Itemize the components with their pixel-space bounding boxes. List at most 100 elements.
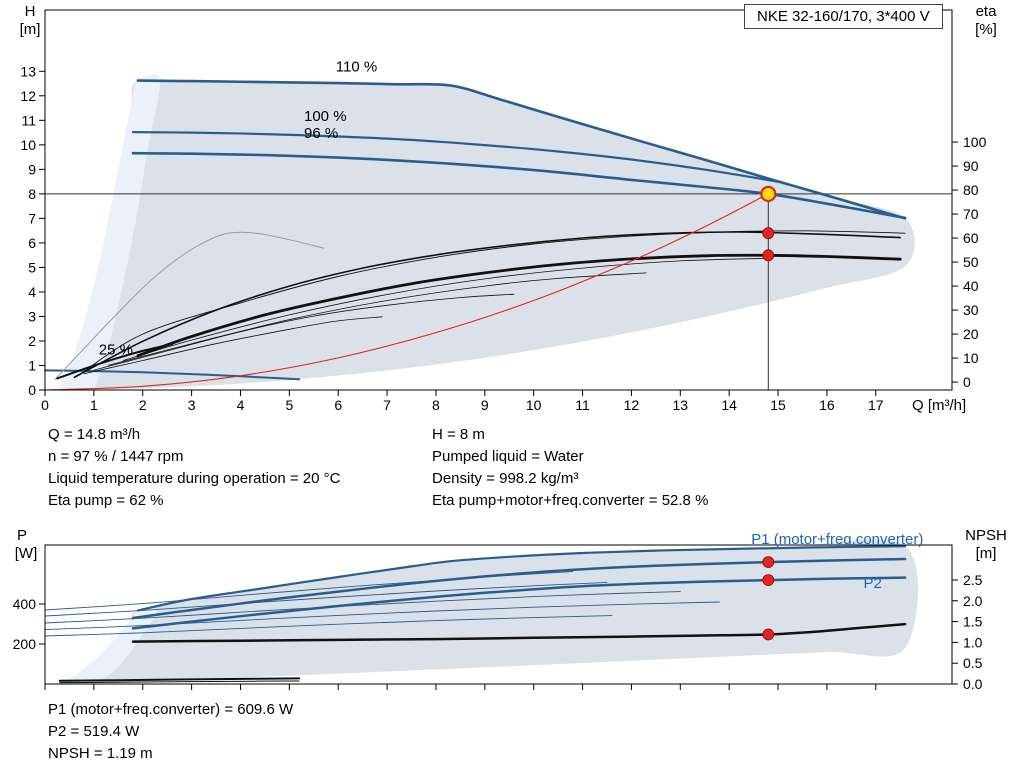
- svg-text:1.5: 1.5: [963, 614, 983, 630]
- svg-text:90: 90: [963, 158, 979, 174]
- svg-text:10: 10: [526, 397, 542, 413]
- svg-text:1: 1: [90, 397, 98, 413]
- info-line-liquid: Pumped liquid = Water: [432, 448, 584, 465]
- svg-text:50: 50: [963, 254, 979, 270]
- svg-text:0: 0: [28, 382, 36, 398]
- marker-dot: [762, 574, 775, 586]
- info-line-speed: n = 97 % / 1447 rpm: [48, 448, 184, 465]
- series-eta-band-4: [83, 316, 383, 375]
- power-envelope: [59, 539, 919, 684]
- right-axis-ticks: 0 10 20 30 40 50 60 70 80 90 100: [952, 134, 987, 390]
- svg-text:6: 6: [334, 397, 342, 413]
- svg-text:[m]: [m]: [976, 545, 997, 562]
- svg-text:H: H: [25, 3, 36, 20]
- plot-frame: [44, 9, 953, 391]
- curve-label: 100 %: [304, 108, 347, 125]
- series-curve-25pct-hq: [44, 369, 301, 381]
- svg-text:9: 9: [28, 161, 36, 177]
- svg-text:0: 0: [41, 397, 49, 413]
- svg-text:[W]: [W]: [15, 545, 38, 562]
- svg-text:3: 3: [28, 308, 36, 324]
- svg-text:40: 40: [963, 278, 979, 294]
- svg-text:2.5: 2.5: [963, 572, 983, 588]
- svg-text:60: 60: [963, 230, 979, 246]
- series-p-fan-3: [44, 591, 681, 624]
- series-eta-pump-25: [54, 231, 325, 381]
- svg-text:8: 8: [28, 186, 36, 202]
- svg-text:6: 6: [28, 235, 36, 251]
- curve-label: 25 %: [99, 342, 133, 359]
- power-low-flow-band: [59, 608, 158, 684]
- info-line-head: H = 8 m: [432, 426, 485, 443]
- marker-dot: [762, 249, 775, 262]
- svg-text:0.5: 0.5: [963, 655, 983, 671]
- operating-envelope: [57, 78, 915, 390]
- marker-dot: [762, 556, 775, 568]
- series-eta-band-3: [93, 293, 515, 371]
- info-line-eta-total: Eta pump+motor+freq.converter = 52.8 %: [432, 492, 709, 509]
- svg-text:12: 12: [20, 88, 36, 104]
- svg-text:1: 1: [28, 357, 36, 373]
- marker-dot: [762, 628, 775, 641]
- svg-text:16: 16: [819, 397, 835, 413]
- svg-text:14: 14: [721, 397, 737, 413]
- svg-text:[m]: [m]: [20, 21, 41, 38]
- svg-text:11: 11: [21, 112, 36, 128]
- svg-text:70: 70: [963, 206, 979, 222]
- series-p-fan-5: [44, 615, 613, 637]
- svg-text:80: 80: [963, 182, 979, 198]
- svg-text:2: 2: [139, 397, 147, 413]
- pump-model-title: NKE 32-160/170, 3*400 V: [744, 4, 943, 29]
- x-axis-ticks: [44, 684, 877, 690]
- marker-duty: [760, 185, 777, 202]
- svg-text:10: 10: [20, 137, 36, 153]
- svg-text:Q [m³/h]: Q [m³/h]: [912, 397, 966, 414]
- svg-text:7: 7: [28, 210, 36, 226]
- svg-text:3: 3: [188, 397, 196, 413]
- svg-text:4: 4: [28, 284, 36, 300]
- info-line-npsh: NPSH = 1.19 m: [48, 745, 153, 762]
- svg-text:NPSH: NPSH: [965, 527, 1007, 544]
- series-p-fan-2: [44, 581, 608, 617]
- svg-text:13: 13: [673, 397, 689, 413]
- series-curve-100pct: [131, 131, 782, 184]
- curve-label: 110 %: [336, 58, 377, 75]
- svg-text:15: 15: [770, 397, 786, 413]
- svg-text:4: 4: [237, 397, 245, 413]
- svg-text:100: 100: [963, 134, 987, 150]
- series-p-25-2: [59, 680, 300, 684]
- svg-text:30: 30: [963, 302, 979, 318]
- right-axis-ticks: 0.0 0.5 1.0 1.5 2.0 2.5: [952, 572, 983, 692]
- svg-text:10: 10: [963, 350, 979, 366]
- marker-dot: [762, 227, 775, 240]
- operating-data-column-2: H = 8 m Pumped liquid = Water Density = …: [432, 424, 708, 512]
- svg-text:[%]: [%]: [975, 21, 997, 38]
- info-line-temperature: Liquid temperature during operation = 20…: [48, 470, 341, 487]
- series-control-curve: [44, 193, 769, 391]
- svg-text:11: 11: [575, 397, 590, 413]
- svg-text:7: 7: [383, 397, 391, 413]
- svg-text:2.0: 2.0: [963, 593, 983, 609]
- hq-eta-chart: 0 1 2 3 4 5 6 7 8 9 10 11 12 13 14 15 16 1701234567891011…: [20, 3, 998, 414]
- series-npsh-97: [131, 622, 907, 643]
- svg-text:P: P: [17, 527, 27, 544]
- series-eta-band-2: [108, 272, 647, 366]
- svg-text:0.0: 0.0: [963, 676, 983, 692]
- svg-text:5: 5: [285, 397, 293, 413]
- info-line-q: Q = 14.8 m³/h: [48, 426, 141, 443]
- svg-text:1.0: 1.0: [963, 634, 983, 650]
- plot-frame: [44, 544, 953, 685]
- power-data-block: P1 (motor+freq.converter) = 609.6 W P2 =…: [48, 699, 293, 765]
- left-axis-ticks: 200 400: [13, 596, 45, 652]
- info-line-p1: P1 (motor+freq.converter) = 609.6 W: [48, 701, 294, 718]
- svg-text:17: 17: [868, 397, 884, 413]
- info-line-density: Density = 998.2 kg/m³: [432, 470, 579, 487]
- curve-label: P1 (motor+freq.converter): [751, 531, 923, 548]
- series-p-25-1: [58, 677, 301, 682]
- svg-text:5: 5: [28, 259, 36, 275]
- svg-text:eta: eta: [976, 3, 998, 20]
- svg-text:2: 2: [28, 333, 36, 349]
- svg-text:20: 20: [963, 326, 979, 342]
- series-eta-total-25: [56, 343, 174, 380]
- svg-text:0: 0: [963, 374, 971, 390]
